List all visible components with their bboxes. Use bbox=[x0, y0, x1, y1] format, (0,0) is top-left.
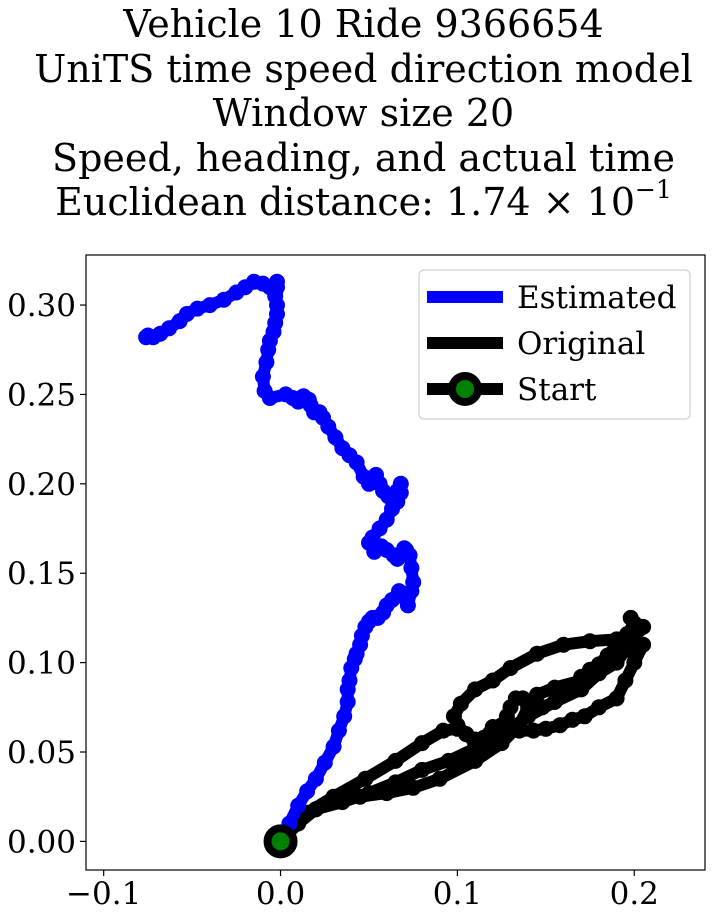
y-tick-label: 0.10 bbox=[7, 646, 76, 682]
original-point bbox=[467, 752, 484, 769]
original-point bbox=[617, 672, 634, 689]
original-point bbox=[546, 679, 563, 696]
legend: Estimated Original Start bbox=[418, 269, 691, 420]
original-point bbox=[564, 711, 581, 728]
original-point bbox=[405, 779, 422, 796]
y-tick-label: 0.05 bbox=[7, 735, 76, 771]
original-point bbox=[635, 636, 652, 653]
legend-start-marker bbox=[448, 372, 482, 406]
x-tick-label: 0.1 bbox=[433, 876, 482, 912]
original-point bbox=[590, 699, 607, 716]
estimated-point bbox=[316, 754, 333, 771]
original-point bbox=[608, 636, 625, 653]
original-point bbox=[573, 681, 590, 698]
chart-title: Vehicle 10 Ride 9366654 UniTS time speed… bbox=[0, 2, 727, 225]
title-line: Speed, heading, and actual time bbox=[52, 135, 675, 180]
original-point bbox=[435, 722, 452, 739]
estimated-point bbox=[355, 468, 372, 485]
distance-exponent: −1 bbox=[635, 175, 672, 204]
original-point bbox=[452, 695, 469, 712]
legend-original-label: Original bbox=[517, 326, 645, 362]
x-tick-label: 0.0 bbox=[256, 876, 305, 912]
original-point bbox=[431, 770, 448, 787]
original-point bbox=[537, 720, 554, 737]
estimated-point bbox=[339, 693, 356, 710]
original-point bbox=[445, 708, 462, 725]
original-point bbox=[325, 788, 342, 805]
estimated-point bbox=[336, 708, 353, 725]
original-point bbox=[608, 690, 625, 707]
estimated-point bbox=[256, 382, 273, 399]
original-point bbox=[387, 774, 404, 791]
original-point bbox=[511, 722, 528, 739]
original-point bbox=[560, 681, 577, 698]
title-line-distance: Euclidean distance: 1.74 × 10−1 bbox=[0, 177, 727, 225]
original-point bbox=[502, 660, 519, 676]
y-tick-label: 0.25 bbox=[7, 377, 76, 413]
distance-base: 10 bbox=[586, 180, 635, 224]
estimated-point bbox=[391, 583, 407, 600]
original-point bbox=[387, 752, 404, 769]
original-point bbox=[582, 633, 598, 650]
estimated-point bbox=[254, 368, 271, 385]
estimated-point bbox=[215, 291, 232, 308]
title-line: Vehicle 10 Ride 9366654 bbox=[123, 2, 604, 46]
estimated-point bbox=[330, 722, 347, 739]
original-point bbox=[546, 693, 563, 710]
estimated-point bbox=[399, 597, 416, 614]
y-tick-label: 0.15 bbox=[7, 556, 76, 592]
original-point bbox=[622, 609, 639, 626]
estimated-point bbox=[290, 797, 307, 814]
original-point bbox=[467, 681, 484, 698]
estimated-point bbox=[307, 770, 324, 787]
title-line: Window size 20 bbox=[212, 91, 515, 135]
times-sign: × bbox=[542, 180, 575, 224]
distance-prefix: Euclidean distance: bbox=[55, 180, 446, 224]
legend-box bbox=[418, 269, 691, 420]
original-point bbox=[378, 785, 395, 802]
original-point bbox=[414, 735, 430, 752]
original-point bbox=[525, 722, 542, 739]
y-tick-label: 0.20 bbox=[7, 467, 76, 503]
estimated-point bbox=[258, 354, 275, 371]
estimated-point bbox=[325, 738, 342, 755]
estimated-line bbox=[140, 275, 420, 848]
original-point bbox=[484, 672, 501, 689]
title-line: UniTS time speed direction model bbox=[34, 46, 693, 91]
original-point bbox=[357, 770, 374, 787]
distance-mantissa: 1.74 bbox=[446, 180, 531, 224]
y-tick-label: 0.30 bbox=[7, 288, 76, 324]
estimated-point bbox=[405, 574, 422, 591]
original-point bbox=[520, 708, 537, 725]
x-tick-label: −0.1 bbox=[66, 876, 141, 912]
estimated-point bbox=[277, 386, 294, 403]
estimated-point bbox=[403, 559, 420, 576]
original-point bbox=[555, 636, 572, 653]
original-point bbox=[534, 699, 551, 716]
original-point bbox=[599, 647, 616, 664]
estimated-point bbox=[228, 284, 245, 301]
original-point bbox=[552, 717, 568, 734]
legend-estimated-label: Estimated bbox=[517, 280, 676, 316]
plot-area bbox=[138, 273, 652, 859]
start-marker bbox=[263, 824, 298, 859]
estimated-point bbox=[341, 672, 358, 689]
original-point bbox=[361, 785, 377, 802]
axes-frame bbox=[85, 254, 706, 871]
y-tick-label: 0.00 bbox=[7, 824, 76, 860]
estimated-point bbox=[201, 297, 218, 314]
estimated-point bbox=[138, 329, 155, 346]
original-point bbox=[529, 645, 545, 662]
estimated-point bbox=[299, 783, 316, 800]
legend-start-label: Start bbox=[517, 372, 597, 408]
axis-ticks: −0.1 0.0 0.1 0.2 0.00 0.05 0.10 0.15 0.20 0.25 0.3… bbox=[7, 288, 659, 912]
original-point bbox=[440, 752, 457, 769]
original-point bbox=[626, 654, 643, 671]
original-point bbox=[414, 761, 430, 778]
x-tick-label: 0.2 bbox=[610, 876, 659, 912]
original-point bbox=[576, 708, 593, 725]
